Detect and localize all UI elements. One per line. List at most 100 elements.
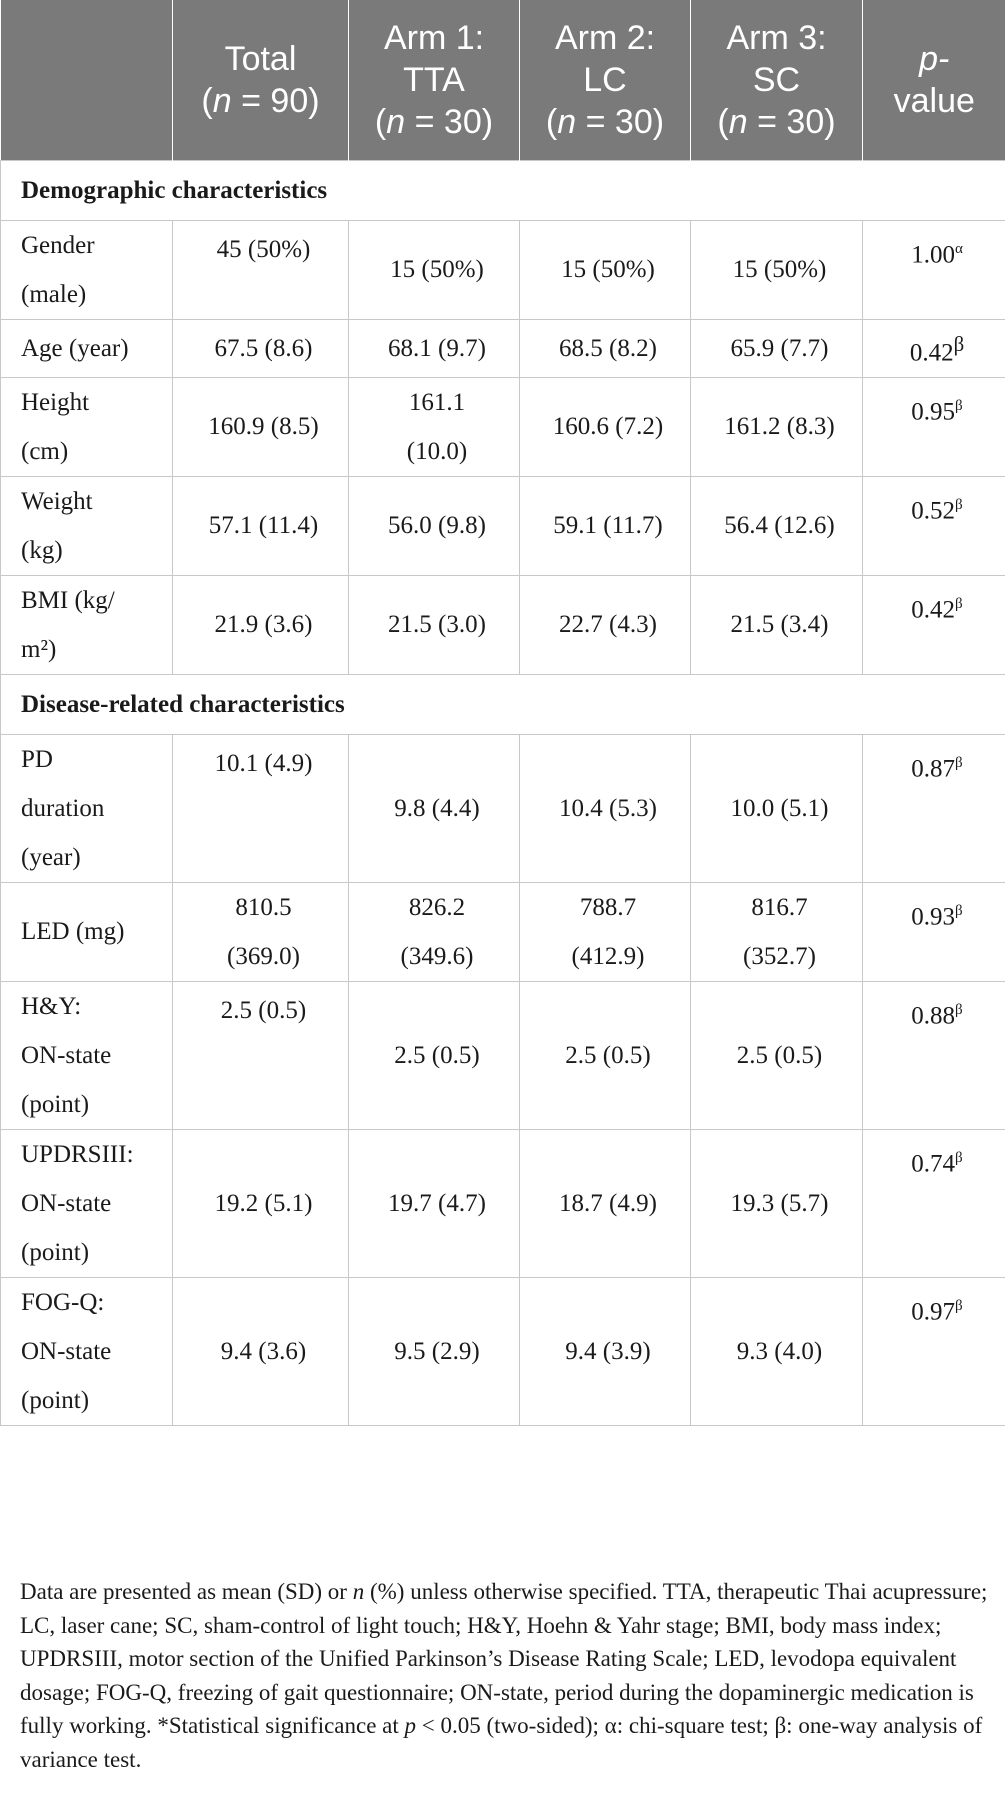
arm1-cell-line: 15 (50%) [390,256,484,283]
row-label: Gender (male) [0,219,173,320]
row-label-line: duration [21,794,105,822]
section-header-row: Demographic characteristics [0,159,1005,221]
arm1-cell-line: (349.6) [400,942,474,970]
header-arm2: Arm 2: LC (n = 30) [519,0,691,160]
table-row: FOG-Q: ON-state (point) 9.4 (3.6) 9.5 (2.9) 9… [0,1276,1005,1426]
pvalue-cell: 1.00α [862,219,1005,320]
header-arm1-line2: TTA [403,60,465,99]
row-label-line: ON-state [21,1189,112,1217]
row-label: FOG-Q: ON-state (point) [0,1276,173,1426]
pvalue-test-marker: β [955,1001,963,1018]
arm1-cell-line: 2.5 (0.5) [394,1041,480,1069]
arm3-cell: 21.5 (3.4) [690,574,863,675]
arm1-cell-line: (10.0) [406,437,468,465]
arm3-cell-line: 161.2 (8.3) [724,413,835,441]
arm1-cell: 21.5 (3.0) [348,574,520,675]
arm3-cell-line: 9.3 (4.0) [736,1337,823,1365]
arm1-cell-line: 826.2 [408,893,466,921]
total-cell-line: 2.5 (0.5) [220,996,307,1024]
footnote-text: Data are presented as mean (SD) or [20,1579,353,1604]
arm3-cell: 9.3 (4.0) [690,1276,863,1426]
total-cell: 67.5 (8.6) [172,318,349,378]
footnote-text: < 0.05 (two-sided); α: chi-square test; … [20,1713,983,1772]
pvalue-test-marker: β [955,754,963,771]
header-arm2-line3: (n = 30) [545,102,665,141]
arm1-cell-line: 9.8 (4.4) [394,794,480,822]
arm1-cell: 826.2 (349.6) [348,881,520,982]
pvalue-cell: 0.42β [862,318,1005,378]
row-label-line: BMI (kg/ [21,586,115,614]
arm2-cell-line: 9.4 (3.9) [565,1337,651,1365]
total-cell-line: 810.5 [235,893,292,921]
pvalue-cell: 0.87β [862,733,1005,883]
arm3-cell-line: (352.7) [743,942,816,970]
arm3-cell: 65.9 (7.7) [690,318,863,378]
header-pvalue: p- value [862,0,1005,160]
table-row: BMI (kg/m²) 21.9 (3.6) 21.5 (3.0) 22.7 (4.3… [0,574,1005,675]
table-row: Age (year) 67.5 (8.6) 68.1 (9.7) 68.5 (8.2)… [0,318,1005,378]
total-cell: 9.4 (3.6) [172,1276,349,1426]
arm1-cell: 15 (50%) [348,219,520,320]
arm2-cell: 160.6 (7.2) [519,376,691,477]
baseline-characteristics-table: Total (n = 90) Arm 1: TTA (n = 30) Arm 2… [0,0,1005,1426]
pvalue-test-marker: β [953,331,965,356]
row-label-line: m²) [21,635,57,663]
pvalue-number: 0.74 [911,1150,956,1178]
table-row: Weight (kg) 57.1 (11.4) 56.0 (9.8) 59.1 (11.… [0,475,1005,576]
total-cell-line: 9.4 (3.6) [220,1337,307,1365]
header-arm2-line2: LC [583,60,627,99]
arm3-cell: 19.3 (5.7) [690,1128,863,1278]
total-cell: 810.5 (369.0) [172,881,349,982]
table-row: Height (cm) 160.9 (8.5) 161.1 (10.0) 160.6 (7… [0,376,1005,477]
arm2-cell-line: 68.5 (8.2) [559,334,657,362]
arm1-cell-line: 68.1 (9.7) [388,334,486,362]
row-label-line: (male) [21,280,87,308]
footnote-text: (%) unless otherwise specified. TTA, the… [20,1579,988,1738]
arm3-cell-line: 21.5 (3.4) [730,611,829,639]
total-cell: 19.2 (5.1) [172,1128,349,1278]
row-label: Age (year) [0,318,173,378]
table-row: Gender (male) 45 (50%) 15 (50%) 15 (50%) 15 (… [0,219,1005,320]
total-cell: 45 (50%) [172,219,349,320]
total-cell-line: 21.9 (3.6) [214,611,313,639]
row-label-line: Weight [21,487,93,515]
row-label: H&Y: ON-state (point) [0,980,173,1130]
pvalue-test-marker: β [955,397,963,414]
row-label-line: PD [21,745,53,773]
pvalue-cell: 0.88β [862,980,1005,1130]
header-arm3: Arm 3: SC (n = 30) [690,0,863,160]
pvalue-test-marker: β [955,1149,963,1166]
arm1-cell-line: 21.5 (3.0) [388,611,486,639]
arm3-cell-line: 816.7 [751,893,808,921]
total-cell-line: 57.1 (11.4) [208,512,319,540]
table-row: UPDRSIII: ON-state (point) 19.2 (5.1) 19.7 (… [0,1128,1005,1278]
row-label: BMI (kg/m²) [0,574,173,675]
pvalue-number: 0.88 [911,1002,956,1030]
header-arm3-line1: Arm 3: [726,18,827,57]
arm1-cell: 2.5 (0.5) [348,980,520,1130]
arm2-cell-line: 2.5 (0.5) [565,1041,651,1069]
header-total: Total (n = 90) [172,0,349,160]
pvalue-number: 0.42 [911,596,956,624]
total-cell: 10.1 (4.9) [172,733,349,883]
total-cell-line: 19.2 (5.1) [214,1189,313,1217]
total-cell-line: (369.0) [227,942,300,970]
arm1-cell: 56.0 (9.8) [348,475,520,576]
header-arm1: Arm 1: TTA (n = 30) [348,0,520,160]
arm3-cell-line: 10.0 (5.1) [730,794,829,822]
table-row: LED (mg) 810.5 (369.0) 826.2 (349.6) 788.7 (41… [0,881,1005,982]
arm3-cell: 56.4 (12.6) [690,475,863,576]
pvalue-test-marker: α [954,240,963,257]
row-label-line: Gender [21,231,95,259]
pvalue-number: 0.93 [911,903,956,931]
arm2-cell: 788.7 (412.9) [519,881,691,982]
arm1-cell-line: 19.7 (4.7) [388,1189,486,1217]
total-cell-line: 67.5 (8.6) [214,334,313,362]
table-row: H&Y: ON-state (point) 2.5 (0.5) 2.5 (0.5) 2.5… [0,980,1005,1130]
arm2-cell-line: 15 (50%) [561,256,655,283]
total-cell-line: 160.9 (8.5) [208,413,319,441]
arm2-cell-line: 160.6 (7.2) [552,413,664,441]
pvalue-cell: 0.97β [862,1276,1005,1426]
row-label: LED (mg) [0,881,173,982]
arm2-cell: 10.4 (5.3) [519,733,691,883]
